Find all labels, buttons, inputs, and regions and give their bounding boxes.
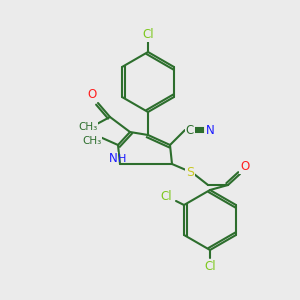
Text: Cl: Cl bbox=[160, 190, 172, 203]
Text: H: H bbox=[118, 154, 126, 164]
Text: C: C bbox=[186, 124, 194, 136]
Text: N: N bbox=[206, 124, 214, 136]
Text: O: O bbox=[87, 88, 97, 101]
Text: Cl: Cl bbox=[204, 260, 216, 272]
Text: CH₃: CH₃ bbox=[78, 122, 98, 132]
Text: CH₃: CH₃ bbox=[82, 136, 102, 146]
Text: N: N bbox=[109, 152, 117, 166]
Text: S: S bbox=[186, 166, 194, 178]
Text: Cl: Cl bbox=[142, 28, 154, 41]
Text: O: O bbox=[240, 160, 250, 173]
